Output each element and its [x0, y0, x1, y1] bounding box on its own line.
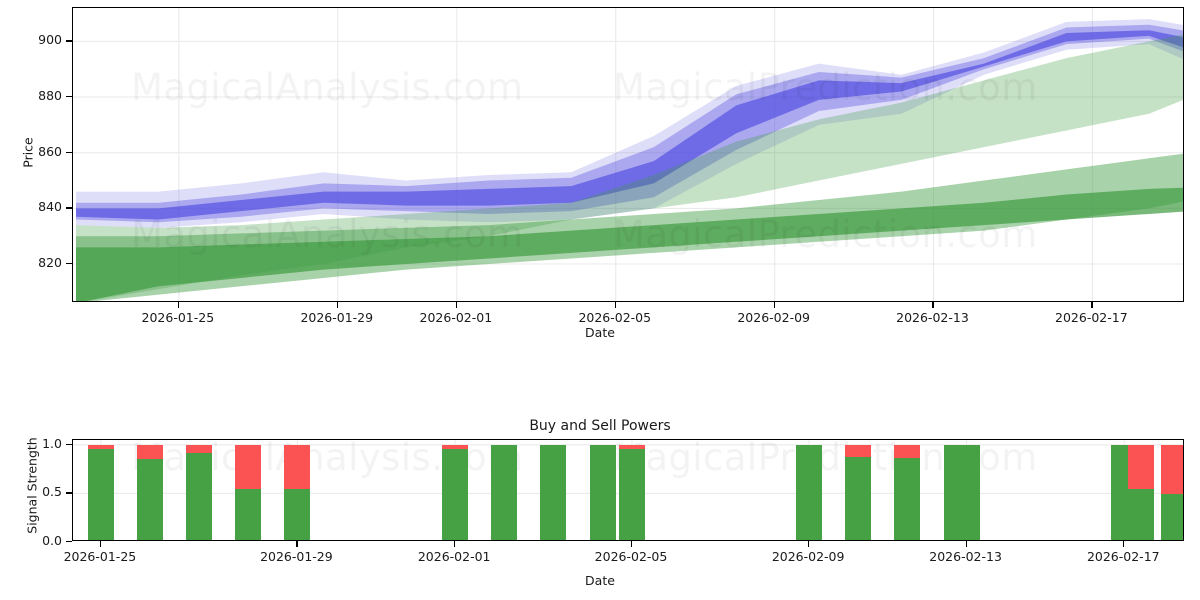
buy-power-segment: [284, 488, 311, 540]
power-y-axis-label: Signal Strength: [24, 437, 40, 534]
signal-bar[interactable]: [796, 444, 823, 540]
buy-power-segment: [1127, 488, 1154, 540]
power-x-tickmark: [296, 541, 298, 547]
power-y-tick: 1.0: [42, 435, 62, 451]
signal-bar[interactable]: [442, 444, 469, 540]
buy-power-segment: [953, 444, 980, 540]
power-x-tickmark: [454, 541, 456, 547]
price-x-tick: 2026-01-29: [300, 310, 374, 325]
price-x-axis-label: Date: [585, 325, 615, 340]
sell-power-segment: [235, 444, 262, 489]
signal-bar[interactable]: [1160, 444, 1183, 540]
power-x-tick: 2026-02-13: [929, 549, 1002, 564]
price-plot-area: MagicalAnalysis.com MagicalPrediction.co…: [72, 7, 1184, 302]
signal-bar[interactable]: [953, 444, 980, 540]
price-x-tickmark: [932, 302, 934, 308]
signal-bar[interactable]: [491, 444, 518, 540]
power-x-axis-label: Date: [585, 573, 615, 588]
signal-bar[interactable]: [619, 444, 645, 540]
buy-power-segment: [796, 444, 823, 540]
signal-bar[interactable]: [235, 444, 262, 540]
power-x-tick: 2026-01-29: [260, 549, 333, 564]
power-x-tickmark: [808, 541, 810, 547]
sell-power-segment: [284, 444, 311, 489]
price-wave-chart: MagicalAnalysis.com MagicalPrediction.co…: [20, 7, 1184, 340]
signal-bar[interactable]: [1127, 444, 1154, 540]
buy-power-segment: [589, 444, 616, 540]
power-x-tickmark: [1123, 541, 1125, 547]
sell-power-segment: [1160, 444, 1183, 495]
signal-bar[interactable]: [186, 444, 213, 540]
sell-power-segment: [186, 444, 213, 453]
buy-power-segment: [540, 444, 567, 540]
buy-power-segment: [845, 456, 872, 540]
buy-power-segment: [619, 448, 645, 540]
power-y-tickmark: [66, 541, 72, 543]
sell-power-segment: [845, 444, 872, 457]
buy-power-segment: [1160, 494, 1183, 540]
price-y-tick: 820: [38, 255, 62, 271]
signal-bar[interactable]: [540, 444, 567, 540]
price-wave-svg: [73, 8, 1183, 301]
sell-power-segment: [137, 444, 164, 460]
price-y-tick: 880: [38, 88, 62, 104]
power-x-tick: 2026-02-05: [594, 549, 668, 564]
power-x-tickmark: [631, 541, 633, 547]
sell-power-segment: [894, 444, 921, 459]
price-x-tickmark: [773, 302, 775, 308]
buy-power-segment: [442, 448, 469, 540]
buy-power-segment: [186, 452, 213, 540]
power-x-tick: 2026-02-01: [417, 549, 491, 564]
price-y-tickmark: [66, 207, 72, 209]
sell-power-segment: [619, 444, 645, 449]
price-x-tick: 2026-02-05: [578, 310, 652, 325]
power-y-tickmark: [66, 443, 72, 446]
price-x-tick: 2026-02-13: [896, 310, 969, 325]
price-x-tick: 2026-02-09: [737, 310, 810, 325]
price-y-tickmark: [66, 151, 72, 153]
power-x-tickmark: [965, 541, 967, 547]
sell-power-segment: [87, 444, 114, 449]
power-x-tick: 2026-02-17: [1086, 549, 1160, 564]
power-x-tick: 2026-01-25: [63, 549, 137, 564]
price-x-tick: 2026-01-25: [141, 310, 215, 325]
price-y-axis-label: Price: [20, 137, 36, 168]
price-x-tickmark: [614, 302, 616, 308]
price-x-tickmark: [1091, 302, 1093, 308]
buy-sell-powers-chart: Buy and Sell Powers MagicalAnalysis.com …: [0, 418, 1200, 600]
buy-power-segment: [235, 488, 262, 540]
sell-power-segment: [442, 444, 469, 449]
power-y-tickmark: [66, 492, 72, 494]
price-x-tick: 2026-02-17: [1055, 310, 1128, 325]
buy-power-segment: [137, 459, 164, 540]
power-x-tickmark: [99, 541, 102, 547]
price-y-tickmark: [66, 263, 72, 265]
price-y-tick: 840: [38, 199, 62, 215]
power-plot-area: MagicalAnalysis.com MagicalPrediction.co…: [72, 439, 1184, 541]
signal-bar[interactable]: [137, 444, 164, 540]
signal-bar[interactable]: [589, 444, 616, 540]
price-y-tick: 900: [38, 32, 62, 48]
signal-bar[interactable]: [284, 444, 311, 540]
buy-power-segment: [894, 458, 921, 540]
power-y-tick: 0.5: [42, 484, 62, 500]
price-x-tick: 2026-02-01: [419, 310, 493, 325]
buy-power-segment: [491, 444, 518, 540]
signal-bar[interactable]: [87, 444, 114, 540]
signal-bar[interactable]: [845, 444, 872, 540]
bars-layer: [73, 440, 1183, 540]
power-x-tick: 2026-02-09: [771, 549, 845, 564]
price-y-tick: 860: [38, 143, 62, 159]
sell-power-segment: [1127, 444, 1154, 489]
signal-bar[interactable]: [894, 444, 921, 540]
price-x-tickmark: [336, 302, 338, 308]
price-x-tickmark: [455, 302, 458, 308]
buy-power-segment: [87, 448, 114, 540]
power-y-tick: 0.0: [42, 533, 62, 548]
price-y-tickmark: [66, 96, 72, 98]
price-y-tickmark: [66, 40, 72, 42]
price-x-tickmark: [177, 302, 180, 308]
buy-sell-title: Buy and Sell Powers: [529, 418, 671, 434]
